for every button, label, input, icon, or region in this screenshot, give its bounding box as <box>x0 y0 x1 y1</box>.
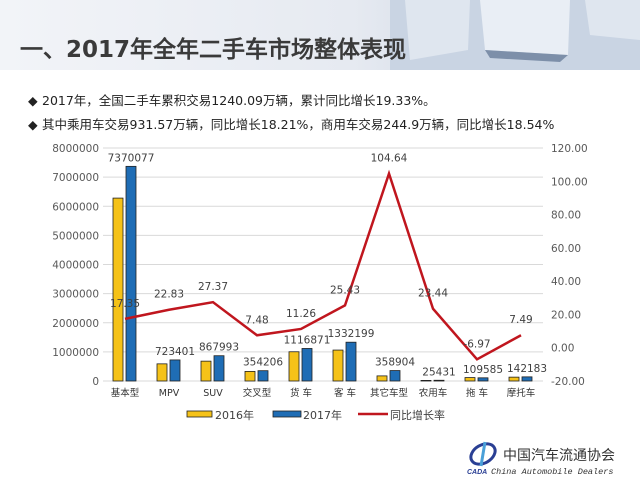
left-axis-tick: 1000000 <box>52 347 99 359</box>
category-label: 摩托车 <box>507 387 536 399</box>
bar-2016 <box>376 375 388 382</box>
right-axis-tick: -20.00 <box>551 376 585 388</box>
category-label: MPV <box>159 388 180 399</box>
bar-2016 <box>420 380 432 382</box>
left-axis-tick: 8000000 <box>52 143 99 155</box>
header-band: 一、2017年全年二手车市场整体表现 <box>0 0 640 70</box>
left-axis-tick: 5000000 <box>52 230 99 242</box>
right-axis-tick: 120.00 <box>551 143 588 155</box>
growth-data-label: -6.97 <box>463 338 490 350</box>
right-axis-tick: 80.00 <box>551 210 581 222</box>
bar-2017 <box>521 376 533 382</box>
combo-chart: 0 1000000 2000000 3000000 4000000 5000000 6000… <box>52 143 588 422</box>
growth-data-label: 25.43 <box>330 284 360 296</box>
growth-line <box>124 169 522 361</box>
bar-2017-data-label: 354206 <box>243 357 283 369</box>
bar-2017 <box>345 341 357 382</box>
bar-2017-data-label: 358904 <box>375 357 415 369</box>
left-axis-tick: 2000000 <box>52 318 99 330</box>
bar-2017 <box>477 377 489 382</box>
bar-2017 <box>257 370 269 382</box>
growth-data-label: 27.37 <box>198 281 228 293</box>
bar-2016 <box>200 360 212 382</box>
category-label: 客 车 <box>334 387 356 399</box>
bar-2016 <box>112 197 124 382</box>
page-title: 一、2017年全年二手车市场整体表现 <box>20 37 407 63</box>
left-axis-tick: 3000000 <box>52 289 99 301</box>
bar-2017-data-label: 25431 <box>422 366 455 378</box>
bar-2017-data-label: 723401 <box>155 346 195 358</box>
legend-swatch-2016 <box>186 410 213 418</box>
bar-2017-data-label: 7370077 <box>108 152 155 164</box>
bar-2017 <box>125 165 137 382</box>
bar-2017 <box>301 348 313 382</box>
left-axis-tick: 4000000 <box>52 260 99 272</box>
bar-2017 <box>433 379 445 382</box>
bullet-item: ◆ 其中乘用车交易931.57万辆，同比增长18.21%，商用车交易244.9万辆… <box>28 114 554 133</box>
bullet-text: 2017年，全国二手车累积交易1240.09万辆，累计同比增长19.33%。 <box>42 93 436 108</box>
bar-2017-data-label: 109585 <box>463 364 503 376</box>
growth-data-label: 104.64 <box>371 153 408 165</box>
category-label: 货 车 <box>290 387 312 399</box>
growth-data-label: 7.48 <box>245 314 268 326</box>
legend-label-2017: 2017年 <box>303 408 342 422</box>
bar-2017 <box>169 359 181 382</box>
diamond-icon: ◆ <box>28 93 38 108</box>
bullet-text: 其中乘用车交易931.57万辆，同比增长18.21%，商用车交易244.9万辆，… <box>42 117 555 132</box>
legend-label-2016: 2016年 <box>215 408 254 422</box>
svg-text:CADA: CADA <box>467 469 487 476</box>
category-label: 基本型 <box>111 387 140 399</box>
bar-2017-data-label: 142183 <box>507 363 547 375</box>
right-axis-tick: 0.00 <box>551 343 574 355</box>
bar-2016 <box>508 376 520 382</box>
growth-data-label: 17.35 <box>110 298 140 310</box>
bar-2016 <box>464 377 476 382</box>
bar-2016 <box>332 349 344 382</box>
left-axis-tick: 7000000 <box>52 172 99 184</box>
growth-data-label: 22.83 <box>154 289 184 301</box>
svg-text:中国汽车流通协会: 中国汽车流通协会 <box>503 447 615 464</box>
bar-2017 <box>389 370 401 382</box>
category-label: 交叉型 <box>243 387 272 399</box>
category-label: 拖 车 <box>466 387 488 399</box>
legend-swatch-2017 <box>272 410 302 418</box>
right-axis-tick: 20.00 <box>551 309 581 321</box>
left-axis-tick: 0 <box>92 376 99 388</box>
bullet-item: ◆ 2017年，全国二手车累积交易1240.09万辆，累计同比增长19.33%。 <box>28 90 436 109</box>
category-label: 农用车 <box>419 387 448 399</box>
right-axis-tick: 60.00 <box>551 243 581 255</box>
growth-data-label: 11.26 <box>286 308 316 320</box>
cada-logo: CADA 中国汽车流通协会 China Automobile Dealers <box>467 441 615 477</box>
left-axis-tick: 6000000 <box>52 201 99 213</box>
diamond-icon: ◆ <box>28 117 38 132</box>
bar-2017 <box>213 355 225 382</box>
bar-2016 <box>244 371 256 382</box>
bar-2017-data-label: 867993 <box>199 342 239 354</box>
header-decor-image <box>390 0 640 70</box>
growth-data-label: 7.49 <box>509 314 532 326</box>
growth-data-label: 23.44 <box>418 288 448 300</box>
right-axis-tick: 40.00 <box>551 276 581 288</box>
category-label: SUV <box>203 388 223 399</box>
bar-2016 <box>156 363 168 382</box>
legend-label-growth: 同比增长率 <box>390 408 445 422</box>
bar-2016 <box>288 351 300 382</box>
svg-text:China Automobile Dealers: China Automobile Dealers <box>491 467 613 477</box>
right-axis-tick: 100.00 <box>551 176 588 188</box>
bar-2017-data-label: 1332199 <box>328 328 375 340</box>
category-label: 其它车型 <box>370 387 409 399</box>
bar-2017-data-label: 1116871 <box>284 334 331 346</box>
